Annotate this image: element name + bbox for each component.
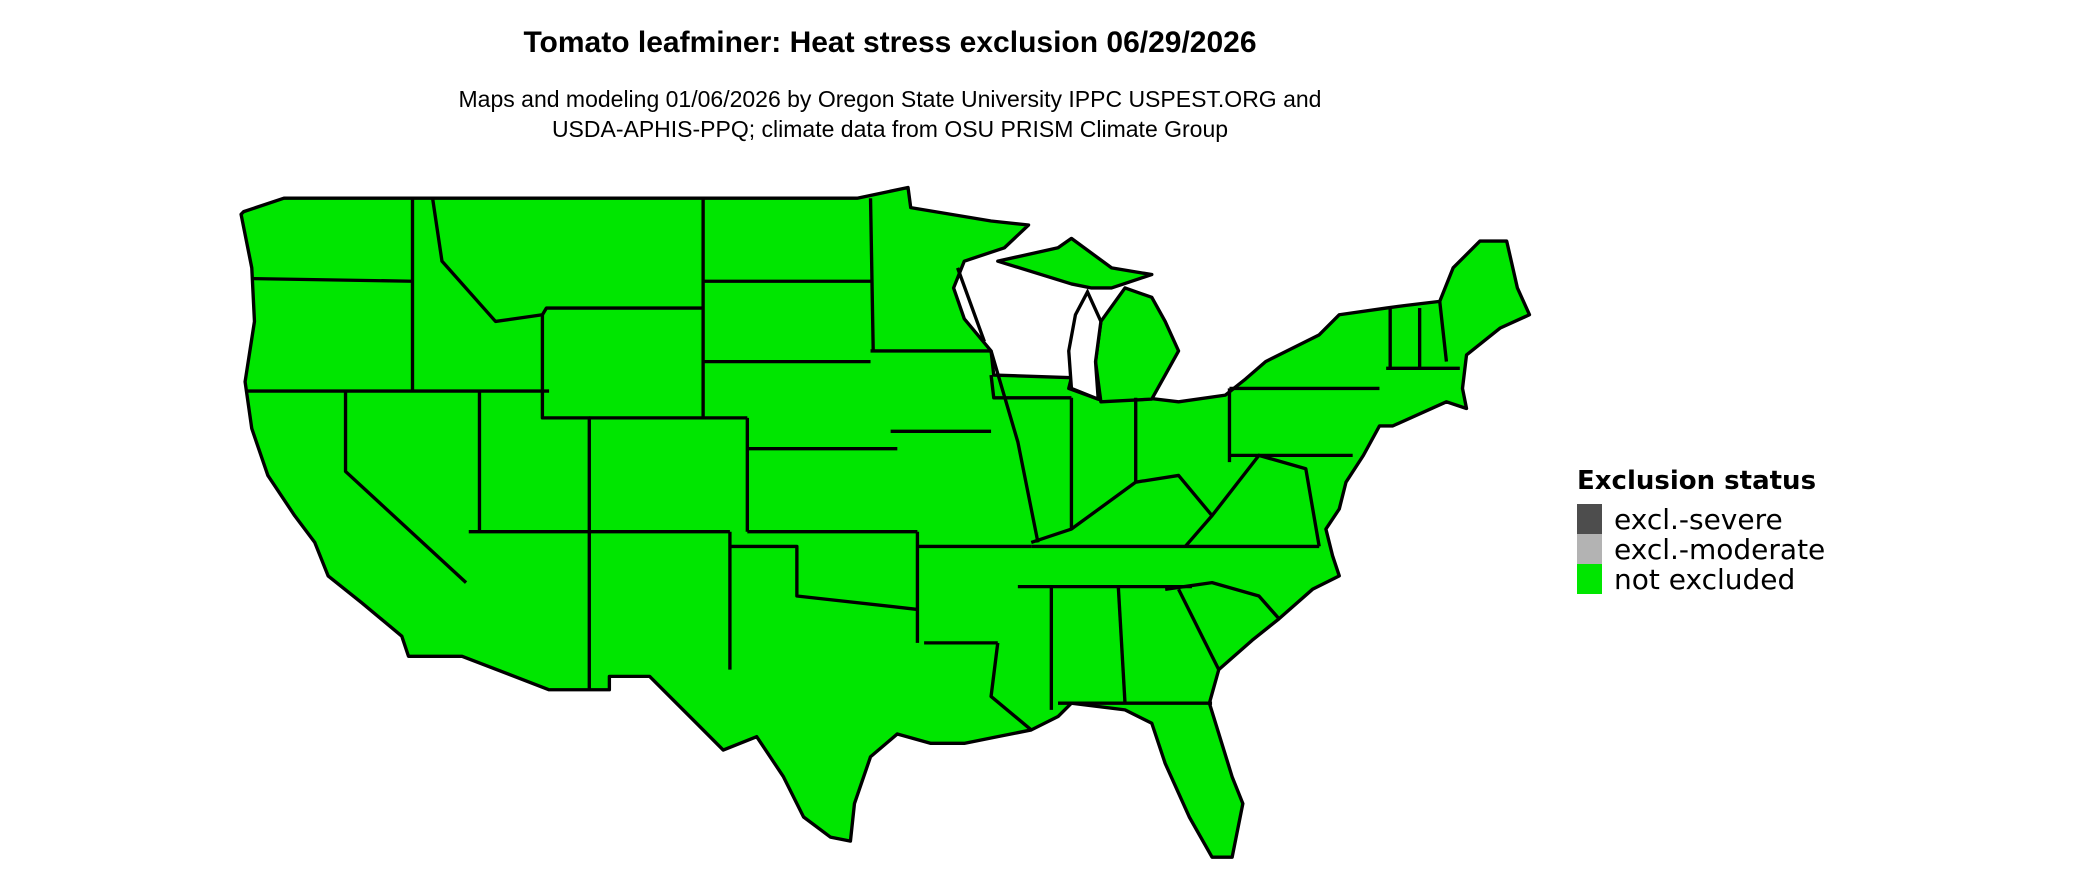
state-border xyxy=(868,198,875,351)
legend-item: excl.-severe xyxy=(1577,502,1825,536)
legend-label: excl.-severe xyxy=(1614,502,1783,536)
legend-swatch xyxy=(1577,534,1602,564)
state-border xyxy=(343,391,468,584)
state-border xyxy=(1116,586,1127,704)
legend-item: not excluded xyxy=(1577,562,1825,596)
state-border xyxy=(1030,473,1214,548)
legend-swatch xyxy=(1577,504,1602,534)
state-border xyxy=(1164,580,1281,620)
state-border xyxy=(956,267,986,343)
michigan-lower xyxy=(1093,286,1181,404)
legend-label: excl.-moderate xyxy=(1614,532,1826,566)
state-border xyxy=(989,374,1072,400)
legend-title: Exclusion status xyxy=(1577,466,1817,496)
michigan xyxy=(996,236,1154,290)
subtitle-line-2: USDA-APHIS-PPQ; climate data from OSU PR… xyxy=(551,116,1229,142)
legend-swatch xyxy=(1577,564,1602,594)
legend: Exclusion status excl.-severe excl.-moder… xyxy=(1577,466,1826,596)
state-border xyxy=(251,276,413,283)
lake-michigan xyxy=(1067,288,1103,402)
state-border xyxy=(1210,453,1321,547)
state-border xyxy=(430,197,704,324)
state-border xyxy=(729,544,918,612)
state-border xyxy=(1177,588,1221,671)
state-borders xyxy=(245,197,1460,732)
us-outline xyxy=(239,185,1532,859)
state-border xyxy=(1438,301,1449,362)
map-title: Tomato leafminer: Heat stress exclusion … xyxy=(523,26,1257,59)
state-border xyxy=(540,314,591,690)
legend-label: not excluded xyxy=(1614,562,1796,596)
legend-item: excl.-moderate xyxy=(1577,532,1826,566)
state-border xyxy=(989,642,1033,732)
subtitle-line-1: Maps and modeling 01/06/2026 by Oregon S… xyxy=(458,86,1322,112)
